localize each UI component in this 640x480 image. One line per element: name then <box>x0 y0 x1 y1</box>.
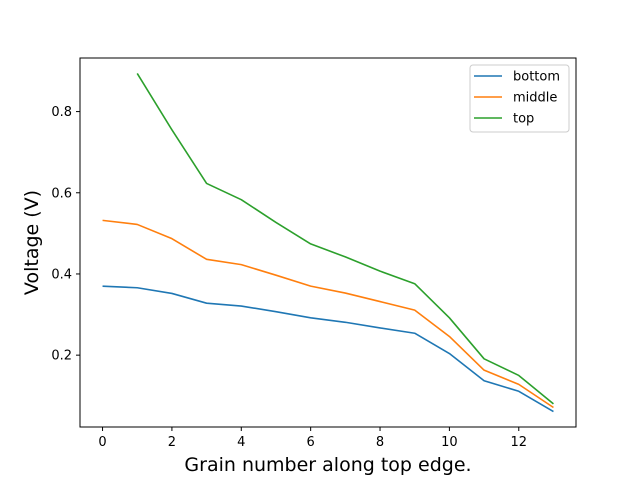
legend-label-bottom: bottom <box>513 70 560 85</box>
legend-label-top: top <box>513 112 534 127</box>
y-tick-label: 0.2 <box>51 349 72 364</box>
series-line-bottom <box>102 285 554 413</box>
y-tick-label: 0.6 <box>51 186 72 201</box>
y-axis: 0.2 0.4 0.6 0.8 <box>51 105 80 364</box>
y-tick-label: 0.4 <box>51 267 72 282</box>
legend-label-middle: middle <box>513 91 557 106</box>
x-tick-label: 4 <box>237 435 245 450</box>
x-tick-label: 10 <box>441 435 458 450</box>
y-tick-label: 0.8 <box>51 105 72 120</box>
x-tick-label: 8 <box>376 435 384 450</box>
legend: bottom middle top <box>469 64 570 133</box>
plot-frame <box>79 57 577 428</box>
x-tick-label: 12 <box>510 435 527 450</box>
y-axis-title: Voltage (V) <box>21 190 43 295</box>
x-tick-label: 0 <box>98 435 106 450</box>
x-axis: 0 2 4 6 8 10 12 <box>98 427 527 450</box>
x-tick-label: 6 <box>307 435 315 450</box>
series-line-top <box>136 73 554 405</box>
x-tick-label: 2 <box>168 435 176 450</box>
x-axis-title: Grain number along top edge. <box>184 454 471 476</box>
legend-box <box>469 64 570 133</box>
series-line-middle <box>102 219 554 409</box>
plot-lines <box>102 73 554 413</box>
